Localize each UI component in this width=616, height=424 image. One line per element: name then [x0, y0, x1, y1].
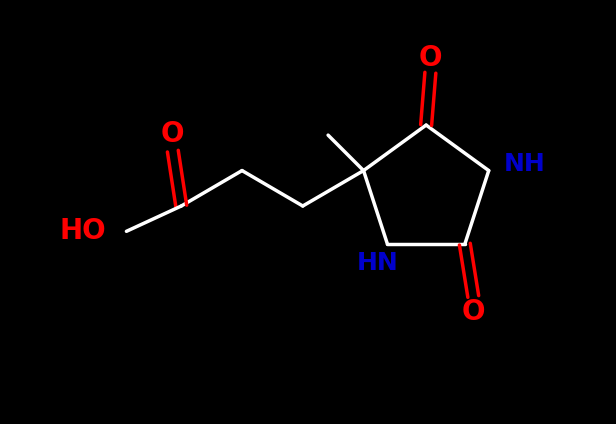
Text: O: O — [419, 44, 442, 72]
Text: HN: HN — [357, 251, 398, 275]
Text: HO: HO — [59, 218, 106, 245]
Text: NH: NH — [503, 152, 545, 176]
Text: O: O — [161, 120, 185, 148]
Text: O: O — [461, 298, 485, 326]
